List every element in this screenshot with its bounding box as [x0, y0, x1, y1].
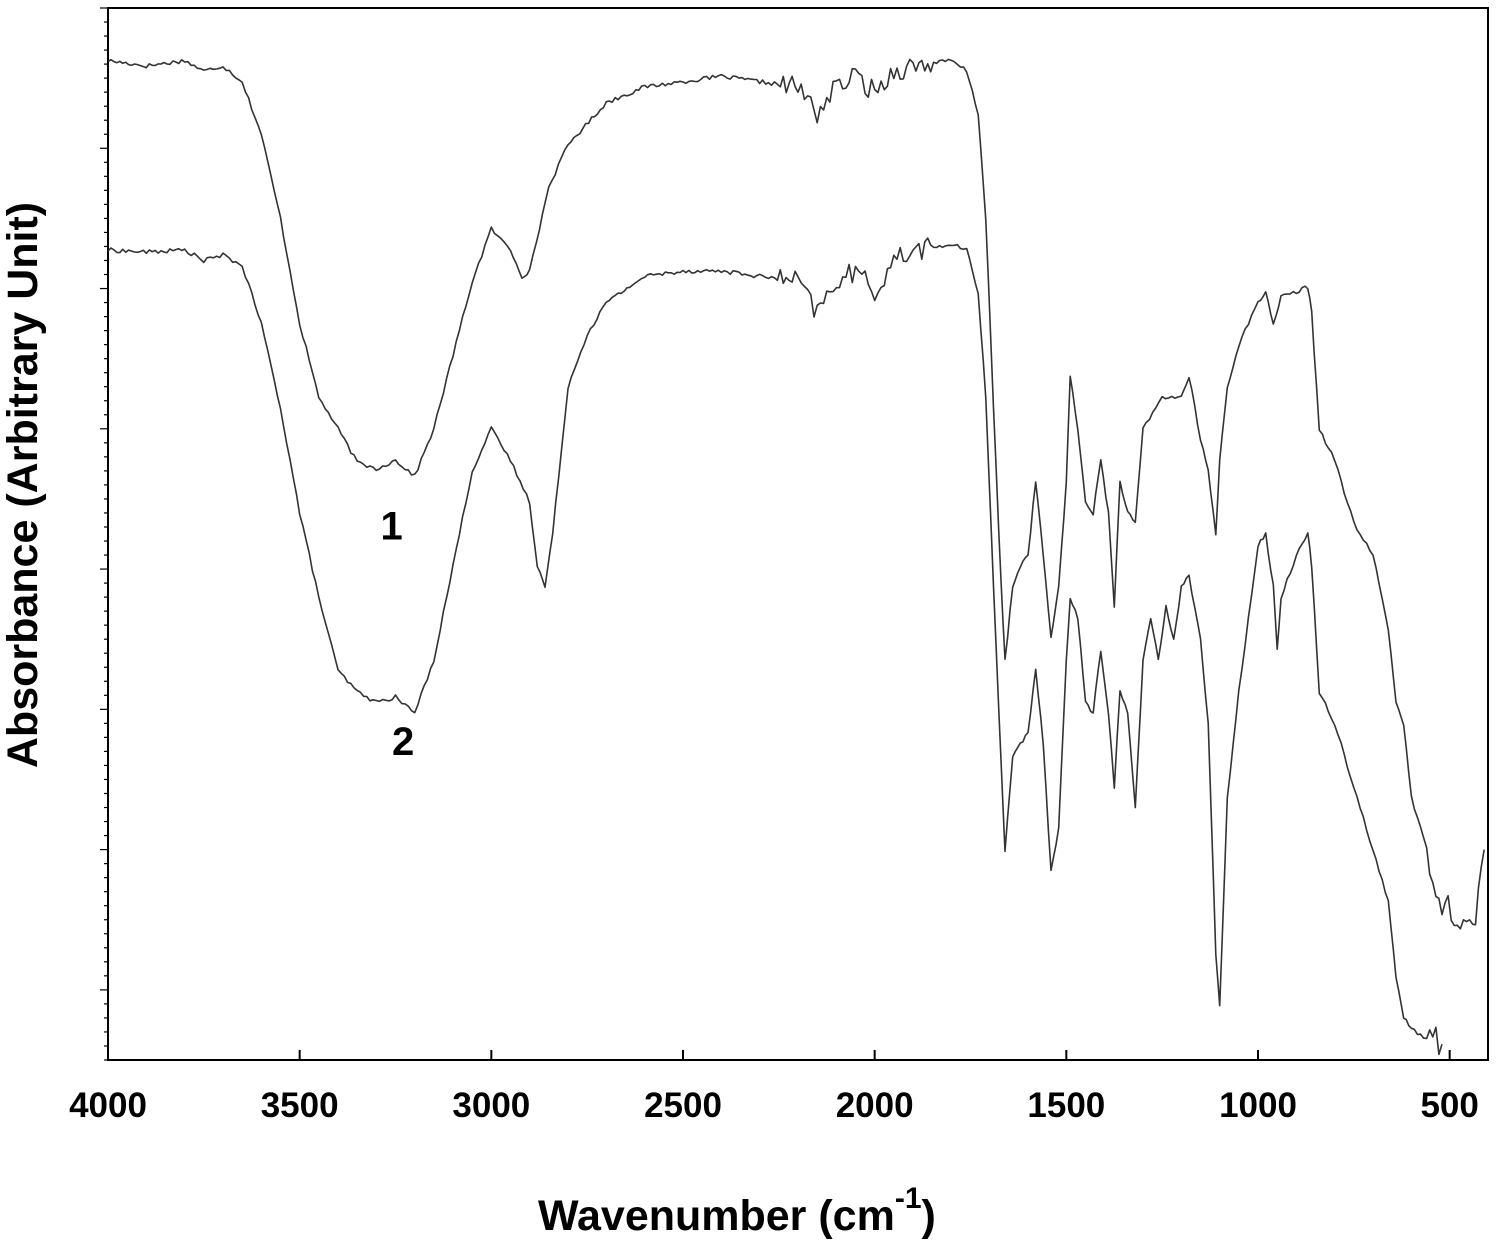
x-axis-tick-labels: 4000 3500 3000 2500 2000 1500 1000 500: [69, 1086, 1479, 1125]
x-tick-label-3000: 3000: [452, 1086, 530, 1125]
curve-label-1: 1: [381, 504, 403, 548]
x-tick-label-1500: 1500: [1027, 1086, 1105, 1125]
spectrum-series: [107, 58, 1485, 1056]
series-line-1: [107, 58, 1485, 930]
series-line-2: [107, 237, 1443, 1056]
curve-label-2: 2: [392, 720, 414, 764]
x-tick-label-4000: 4000: [69, 1086, 147, 1125]
y-axis-ticks: [100, 7, 108, 1061]
x-axis-title-superscript: -1: [895, 1182, 922, 1215]
y-axis-title: Absorbance (Arbitrary Unit): [0, 202, 47, 768]
x-tick-label-2000: 2000: [836, 1086, 914, 1125]
curve-annotations: 12: [381, 504, 415, 764]
plot-frame: [107, 7, 1489, 1061]
x-axis-title: Wavenumber (cm-1): [538, 1182, 936, 1240]
x-axis-ticks: [107, 1050, 1451, 1060]
x-tick-label-2500: 2500: [644, 1086, 722, 1125]
x-tick-label-1000: 1000: [1219, 1086, 1297, 1125]
x-tick-label-3500: 3500: [261, 1086, 339, 1125]
x-tick-label-500: 500: [1420, 1086, 1478, 1125]
